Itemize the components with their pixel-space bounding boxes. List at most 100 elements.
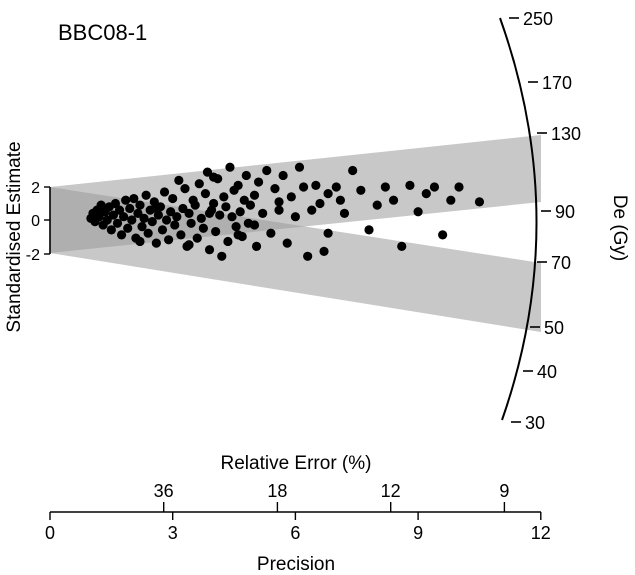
- data-point: [123, 223, 133, 233]
- data-point: [364, 225, 374, 235]
- data-point: [239, 195, 249, 205]
- data-point: [262, 165, 272, 176]
- data-point: [388, 195, 399, 205]
- data-point: [339, 208, 350, 218]
- data-point: [135, 236, 145, 247]
- data-point: [221, 202, 231, 212]
- data-point: [121, 195, 131, 205]
- data-point: [323, 228, 333, 238]
- data-point: [454, 182, 464, 192]
- data-point: [429, 182, 440, 192]
- data-point: [184, 208, 194, 218]
- data-point: [143, 228, 153, 238]
- data-point: [290, 212, 300, 222]
- data-point: [235, 207, 245, 217]
- arc-tick-label: 30: [525, 413, 545, 433]
- data-point: [186, 218, 196, 228]
- data-point: [258, 208, 268, 218]
- precision-tick-label: 0: [45, 523, 55, 543]
- data-point: [137, 222, 147, 232]
- data-point: [102, 215, 112, 225]
- data-point: [323, 189, 333, 199]
- data-points: [86, 162, 485, 261]
- data-point: [110, 198, 121, 209]
- data-point: [380, 182, 390, 192]
- data-point: [108, 210, 118, 220]
- data-point: [112, 218, 123, 228]
- data-point: [106, 225, 116, 235]
- data-point: [217, 251, 227, 261]
- data-point: [151, 203, 161, 214]
- data-point: [298, 182, 309, 192]
- data-point: [159, 187, 170, 197]
- arc-tick-label: 50: [544, 318, 564, 338]
- arc-tick-label: 90: [555, 202, 575, 222]
- data-point: [233, 180, 243, 190]
- data-point: [225, 162, 235, 172]
- data-point: [474, 197, 485, 207]
- y-tick-label: 0: [31, 213, 40, 230]
- data-point: [204, 208, 215, 218]
- data-point: [168, 193, 178, 204]
- data-point: [178, 203, 188, 214]
- y-tick-label: -2: [26, 247, 40, 264]
- rel-error-tick-label: 12: [381, 481, 401, 501]
- data-point: [209, 172, 219, 182]
- data-point: [311, 180, 321, 190]
- arc-axis-label: De (Gy): [609, 195, 630, 262]
- arc-tick-label: 40: [537, 362, 557, 382]
- data-point: [241, 170, 251, 181]
- data-point: [372, 200, 382, 210]
- data-point: [184, 240, 194, 250]
- data-point: [114, 205, 125, 215]
- data-point: [397, 241, 407, 251]
- arc-tick-label: 170: [542, 73, 572, 93]
- data-point: [200, 189, 211, 199]
- data-point: [331, 182, 341, 192]
- data-point: [211, 226, 221, 237]
- data-point: [164, 235, 174, 245]
- precision-tick-label: 3: [168, 523, 178, 543]
- arc-tick-label: 70: [551, 253, 571, 273]
- arc-tick-label: 130: [551, 124, 581, 144]
- data-point: [116, 230, 127, 240]
- data-point: [198, 223, 208, 233]
- data-point: [446, 195, 456, 205]
- data-point: [172, 212, 182, 222]
- data-point: [196, 213, 206, 223]
- data-point: [348, 165, 358, 176]
- data-point: [194, 179, 204, 189]
- data-point: [294, 162, 305, 172]
- data-point: [209, 198, 219, 209]
- data-point: [231, 222, 241, 232]
- data-point: [139, 213, 149, 223]
- data-point: [270, 184, 280, 194]
- data-point: [223, 236, 233, 247]
- data-point: [249, 220, 260, 230]
- data-point: [192, 233, 202, 243]
- data-point: [219, 192, 229, 202]
- data-point: [307, 205, 317, 215]
- data-point: [127, 215, 137, 225]
- data-point: [251, 241, 262, 251]
- precision-tick-label: 6: [290, 523, 300, 543]
- rel-error-tick-label: 36: [154, 481, 174, 501]
- y-axis-label: Standardised Estimate: [4, 141, 25, 332]
- data-point: [233, 230, 243, 240]
- precision-tick-label: 12: [531, 523, 551, 543]
- data-point: [151, 238, 161, 248]
- data-point: [266, 228, 276, 238]
- data-point: [141, 190, 151, 200]
- data-point: [286, 192, 296, 202]
- data-point: [190, 200, 200, 210]
- data-point: [215, 210, 225, 220]
- relative-error-ticks: 36 18 12 9: [154, 481, 509, 512]
- data-point: [303, 251, 313, 261]
- data-point: [133, 208, 143, 218]
- data-point: [204, 245, 215, 255]
- data-point: [166, 207, 176, 217]
- top-axis-label: Relative Error (%): [221, 453, 372, 474]
- data-point: [176, 230, 186, 240]
- data-point: [438, 230, 448, 240]
